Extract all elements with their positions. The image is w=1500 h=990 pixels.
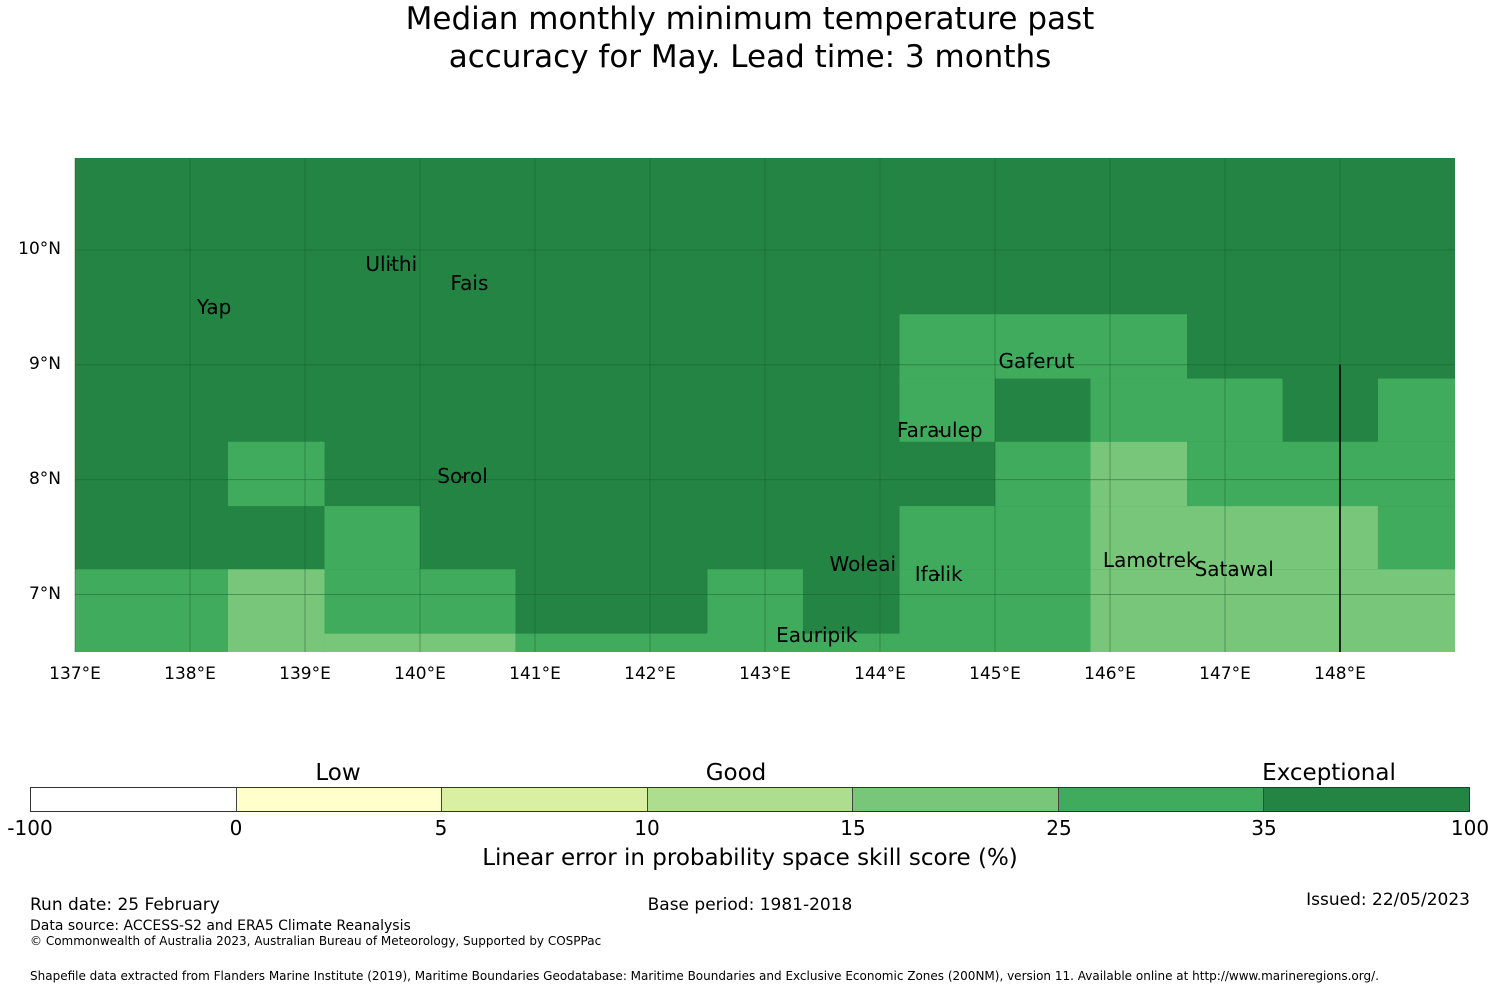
island-marker-satawal bbox=[1233, 569, 1236, 572]
lat-label-8n: 8°N bbox=[28, 468, 61, 489]
island-markers bbox=[212, 263, 1236, 638]
place-label-woleai: Woleai bbox=[829, 551, 897, 576]
legend-tick-5: 5 bbox=[434, 816, 448, 840]
legend-tick-10: 10 bbox=[634, 816, 660, 840]
data-source: Data source: ACCESS-S2 and ERA5 Climate … bbox=[30, 918, 411, 934]
legend-swatch-5-10 bbox=[442, 788, 648, 811]
skill-cell-2 bbox=[1090, 378, 1283, 442]
lat-label-10n: 10°N bbox=[18, 238, 61, 259]
skill-cell-18 bbox=[802, 633, 900, 652]
island-marker-eauripik bbox=[815, 634, 818, 638]
place-label-yap: Yap bbox=[196, 295, 232, 320]
legend-category-exceptional: Exceptional bbox=[1262, 760, 1396, 786]
skill-cell-5 bbox=[995, 441, 1091, 507]
graticule bbox=[74, 158, 1455, 652]
legend-swatch-0-5 bbox=[236, 788, 443, 811]
island-marker-lamotrek bbox=[1149, 560, 1152, 563]
lon-label-141e: 141°E bbox=[509, 664, 561, 684]
issued-date: Issued: 22/05/2023 bbox=[1306, 890, 1470, 910]
skill-cell-3 bbox=[1377, 378, 1455, 442]
title-line-2: accuracy for May. Lead time: 3 months bbox=[448, 39, 1052, 75]
lon-label-137e: 137°E bbox=[49, 664, 101, 684]
lon-label-143e: 143°E bbox=[739, 664, 791, 684]
island-marker-ifalik bbox=[937, 573, 940, 577]
place-label-faraulep: Faraulep bbox=[896, 418, 983, 443]
lon-label-142e: 142°E bbox=[624, 664, 676, 684]
skill-cell-20 bbox=[1090, 569, 1455, 652]
run-date: Run date: 25 February bbox=[30, 895, 220, 915]
legend-tick-25: 25 bbox=[1046, 816, 1072, 840]
lon-label-144e: 144°E bbox=[854, 664, 906, 684]
base-period: Base period: 1981-2018 bbox=[647, 895, 853, 915]
legend-swatch-10-15 bbox=[647, 788, 854, 811]
legend-swatch-neg100-0 bbox=[31, 788, 237, 811]
skill-cell-16 bbox=[515, 633, 708, 652]
legend-tick-15: 15 bbox=[840, 816, 866, 840]
legend-tick-35: 35 bbox=[1251, 816, 1277, 840]
place-label-satawal: Satawal bbox=[1194, 557, 1274, 582]
legend-tick-neg100: -100 bbox=[7, 816, 53, 840]
lon-label-147e: 147°E bbox=[1199, 664, 1251, 684]
shapefile-credit: Shapefile data extracted from Flanders M… bbox=[30, 969, 1379, 983]
copyright-notice: © Commonwealth of Australia 2023, Austra… bbox=[30, 934, 602, 948]
map-canvas bbox=[74, 158, 1455, 652]
place-label-lamotrek: Lamotrek bbox=[1102, 548, 1198, 573]
skill-cell-10 bbox=[1090, 506, 1378, 570]
lon-label-145e: 145°E bbox=[969, 664, 1021, 684]
skill-cell-0 bbox=[899, 314, 1188, 379]
island-marker-ulithi bbox=[390, 263, 393, 267]
skill-cell-11 bbox=[1377, 506, 1455, 570]
lon-label-139e: 139°E bbox=[279, 664, 331, 684]
place-label-fais: Fais bbox=[450, 271, 489, 296]
title-line-1: Median monthly minimum temperature past bbox=[405, 1, 1095, 37]
legend-swatch-35-100 bbox=[1264, 788, 1470, 811]
island-marker-fais bbox=[468, 283, 471, 286]
skill-cell-13 bbox=[227, 569, 325, 652]
skill-cell-12 bbox=[75, 569, 228, 652]
lon-label-146e: 146°E bbox=[1084, 664, 1136, 684]
lon-label-148e: 148°E bbox=[1314, 664, 1366, 684]
lat-label-7n: 7°N bbox=[28, 583, 61, 604]
skill-cell-8 bbox=[324, 506, 420, 570]
lat-label-9n: 9°N bbox=[28, 353, 61, 374]
lon-label-138e: 138°E bbox=[164, 664, 216, 684]
place-label-ifalik: Ifalik bbox=[914, 562, 963, 587]
legend-category-good: Good bbox=[705, 760, 767, 786]
legend-tick-100: 100 bbox=[1450, 816, 1490, 840]
legend-tick-0: 0 bbox=[229, 816, 243, 840]
legend-colorbar bbox=[30, 787, 1470, 812]
page-title: Median monthly minimum temperature past … bbox=[0, 0, 1500, 76]
island-marker-yap bbox=[212, 307, 216, 310]
place-label-gaferut: Gaferut bbox=[998, 349, 1075, 374]
skill-cell-7 bbox=[1187, 441, 1455, 507]
island-marker-woleai bbox=[861, 563, 864, 566]
legend-category-low: Low bbox=[315, 760, 361, 786]
skill-cell-4 bbox=[227, 441, 325, 507]
island-marker-sorol bbox=[461, 476, 464, 479]
island-marker-gaferut bbox=[1035, 361, 1038, 364]
legend-swatch-15-25 bbox=[853, 788, 1059, 811]
legend-swatch-25-35 bbox=[1058, 788, 1265, 811]
place-label-ulithi: Ulithi bbox=[365, 251, 418, 276]
island-marker-faraulep bbox=[938, 430, 941, 433]
place-label-eauripik: Eauripik bbox=[776, 622, 858, 647]
skill-cell-1 bbox=[899, 378, 995, 442]
skill-cell-17 bbox=[707, 569, 803, 652]
place-label-sorol: Sorol bbox=[437, 464, 488, 489]
legend-title: Linear error in probability space skill … bbox=[482, 845, 1018, 871]
lon-label-140e: 140°E bbox=[394, 664, 446, 684]
skill-cell-6 bbox=[1090, 441, 1188, 507]
